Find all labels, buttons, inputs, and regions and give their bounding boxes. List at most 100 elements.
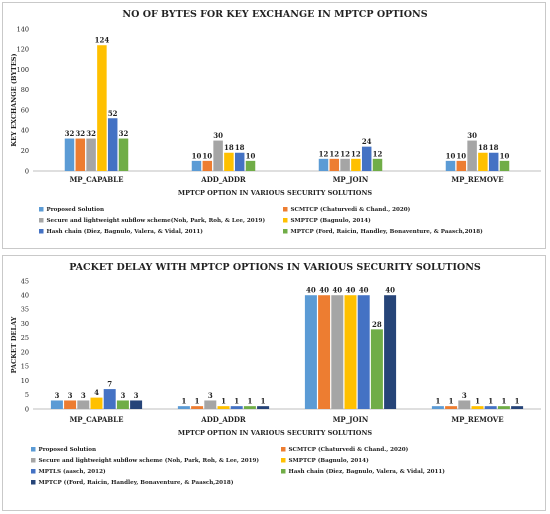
bar-value-label: 32 [75,129,85,138]
bar-value-label: 12 [351,149,361,158]
y-axis-label: KEY EXCHANGE (BYTES) [10,53,18,146]
bar [213,140,223,171]
bar-value-label: 40 [346,286,356,295]
bar-value-label: 1 [234,397,239,406]
x-category-label: ADD_ADDR [200,415,246,424]
legend-label: MPTCP ((Ford, Raicin, Handley, Bonaventu… [39,479,234,486]
y-tick-label: 40 [21,127,29,135]
bar [478,152,488,171]
bar [484,406,497,409]
bar-value-label: 18 [235,143,245,152]
legend-swatch [283,218,288,223]
bar [103,389,116,409]
bar-value-label: 10 [500,151,510,160]
bar-value-label: 1 [435,397,440,406]
bar [329,158,340,171]
bar [467,140,477,171]
bar-value-label: 12 [340,149,350,158]
y-tick-label: 25 [21,334,29,342]
legend-swatch [281,469,286,474]
legend-swatch [281,458,286,463]
y-tick-label: 80 [21,86,29,94]
bar [318,295,331,409]
key-exchange-bar-chart: NO OF BYTES FOR KEY EXCHANGE IN MPTCP OP… [10,9,541,235]
bar [50,400,63,409]
bar-value-label: 1 [475,397,480,406]
bar [340,158,350,171]
legend-swatch [39,229,44,234]
legend-label: Secure and lightweight subflow scheme(No… [47,217,266,224]
bar-value-label: 1 [261,397,266,406]
y-tick-label: 0 [25,167,29,175]
legend-label: SMPTCP (Bagnulo, 2014) [289,457,370,464]
bar [177,406,190,409]
y-tick-label: 20 [21,147,29,155]
bar [344,295,357,409]
bar [372,158,383,171]
legend-swatch [39,218,44,223]
bar [488,152,499,171]
legend-swatch [31,480,36,485]
bar-value-label: 3 [120,391,125,400]
bar [116,400,129,409]
bar [511,406,524,409]
legend-swatch [31,447,36,452]
bar [77,400,90,409]
y-tick-label: 140 [17,25,29,33]
bar [202,160,213,171]
bar [97,45,107,171]
legend-label: Hash chain (Diez, Bagnulo, Valera, & Vid… [47,228,204,235]
x-axis-label: MPTCP OPTION IN VARIOUS SECURITY SOLUTIO… [178,189,372,197]
bar [499,160,510,171]
bar-value-label: 3 [462,391,467,400]
bar-value-label: 124 [95,36,110,45]
legend-swatch [281,447,286,452]
bar-value-label: 28 [372,320,382,329]
bar-value-label: 18 [489,143,499,152]
x-category-label: ADD_ADDR [200,175,246,184]
bar-value-label: 32 [65,129,75,138]
bar [445,160,456,171]
legend-swatch [31,458,36,463]
legend-label: MPTCP (Ford, Raicin, Handley, Bonaventur… [291,228,484,235]
y-tick-label: 20 [21,348,29,356]
bar-value-label: 1 [501,397,506,406]
chart-panel-packet-delay: PACKET DELAY WITH MPTCP OPTIONS IN VARIO… [2,255,546,511]
y-tick-label: 30 [21,320,29,328]
bar-value-label: 40 [332,286,342,295]
bar [318,158,329,171]
bar [445,406,458,409]
legend-swatch [39,207,44,212]
legend-label: MPTLS (aasch, 2012) [39,468,106,475]
y-axis-label: PACKET DELAY [10,316,18,373]
bar-value-label: 3 [134,391,139,400]
y-tick-label: 0 [25,405,29,413]
legend-swatch [31,469,36,474]
bar [204,400,217,409]
bar [64,400,77,409]
x-category-label: MP_REMOVE [451,415,503,424]
bar-value-label: 1 [181,397,186,406]
legend-label: Secure and lightweight subflow scheme (N… [39,457,260,464]
bar [90,397,103,409]
y-tick-label: 15 [21,363,29,371]
legend-swatch [283,207,288,212]
bar-value-label: 1 [221,397,226,406]
bar-value-label: 10 [446,151,456,160]
bar-value-label: 30 [213,131,223,140]
y-tick-label: 10 [21,377,29,385]
bar [458,400,471,409]
bar-value-label: 24 [362,137,372,146]
y-tick-label: 45 [21,277,29,285]
bar-value-label: 40 [359,286,369,295]
bar-value-label: 18 [478,143,488,152]
bar-value-label: 30 [467,131,477,140]
bar [357,295,370,409]
bar [361,146,372,171]
chart-panel-key-exchange: NO OF BYTES FOR KEY EXCHANGE IN MPTCP OP… [2,2,546,249]
bar-value-label: 1 [488,397,493,406]
x-category-label: MP_JOIN [333,415,369,424]
legend-label: Proposed Solution [39,447,97,453]
bar-value-label: 1 [515,397,520,406]
bar [304,295,317,409]
